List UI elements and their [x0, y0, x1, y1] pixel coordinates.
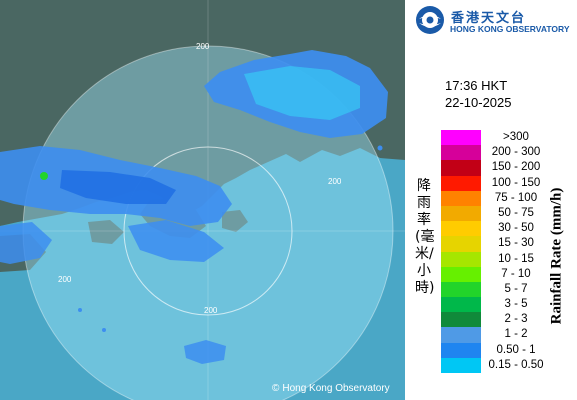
legend-range-label: >300: [503, 131, 529, 143]
legend-range-label: 30 - 50: [498, 222, 534, 235]
legend-swatch: [441, 297, 481, 313]
legend-title-chinese: 降雨率(毫米/小時): [415, 178, 435, 296]
legend-range-label: 0.15 - 0.50: [488, 358, 544, 371]
legend-panel: 香港天文台 HONG KONG OBSERVATORY 17:36 HKT 22…: [405, 0, 577, 400]
legend-swatch: [441, 130, 481, 146]
legend-title-english: Rainfall Rate (mm/h): [548, 187, 565, 325]
copyright-notice: © Hong Kong Observatory: [272, 383, 390, 394]
rain-echo-dot: [40, 172, 48, 180]
legend-range-label: 1 - 2: [504, 328, 528, 341]
rain-echo: [0, 222, 52, 264]
legend-range-label: 5 - 7: [504, 282, 528, 295]
legend-swatch: [441, 236, 481, 252]
legend-range-label: 2 - 3: [504, 313, 528, 326]
logo-english-name: HONG KONG OBSERVATORY: [450, 24, 570, 34]
observatory-logo-icon: [416, 6, 444, 34]
legend-swatch: [441, 160, 481, 176]
legend-range-label: 0.50 - 1: [496, 343, 536, 356]
legend-range-label: 3 - 5: [504, 298, 528, 311]
rain-echo-dot: [377, 145, 383, 151]
legend-swatch: [441, 327, 481, 343]
range-ring: [123, 146, 293, 316]
copyright-text: Hong Kong Observatory: [282, 383, 390, 394]
legend-swatch: [441, 221, 481, 237]
legend-range-label: 100 - 150: [491, 176, 541, 189]
legend-range-label: 10 - 15: [498, 252, 534, 265]
rainfall-echoes: [0, 50, 388, 364]
rain-echo-dot: [102, 328, 106, 332]
range-ring-label: 200: [204, 306, 218, 315]
legend-swatch: [441, 357, 481, 373]
rain-echo: [184, 340, 226, 364]
logo-chinese-name: 香港天文台: [451, 11, 527, 26]
legend-range-label: 7 - 10: [501, 267, 531, 280]
land-island: [88, 220, 124, 244]
legend-swatch: [441, 342, 481, 358]
legend-swatches: [441, 130, 481, 373]
observation-time: 17:36 HKT: [445, 78, 508, 93]
legend-swatch: [441, 190, 481, 206]
legend-range-label: 50 - 75: [498, 206, 534, 219]
legend-swatch: [441, 312, 481, 328]
legend-range-label: 75 - 100: [494, 191, 538, 204]
legend-swatch: [441, 251, 481, 267]
range-ring-label: 200: [196, 42, 210, 51]
legend-swatch: [441, 175, 481, 191]
rain-echo: [244, 66, 360, 120]
legend-swatch: [441, 145, 481, 161]
legend-swatch: [441, 281, 481, 298]
radar-map: 200 200 200 200 © Hong Kong Observatory: [0, 0, 405, 400]
range-ring-label: 200: [328, 177, 342, 186]
legend-labels: >300 200 - 300 150 - 200 100 - 150 75 - 100 5…: [481, 130, 551, 373]
land-island: [222, 210, 248, 232]
legend-swatch: [441, 266, 481, 282]
legend-range-label: 200 - 300: [491, 146, 541, 159]
rain-echo: [60, 170, 176, 204]
rain-echo: [128, 220, 224, 262]
range-ring-label: 200: [58, 275, 72, 284]
legend-swatch: [441, 205, 481, 222]
rain-echo-dot: [78, 308, 82, 312]
legend-range-label: 150 - 200: [491, 161, 541, 174]
legend-range-label: 15 - 30: [498, 237, 534, 250]
observation-date: 22-10-2025: [445, 95, 512, 110]
copyright-symbol: ©: [272, 383, 280, 394]
